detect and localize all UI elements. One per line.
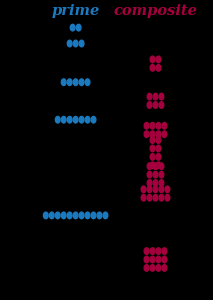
Circle shape xyxy=(79,79,84,86)
Circle shape xyxy=(70,24,75,31)
Circle shape xyxy=(73,40,78,47)
Circle shape xyxy=(153,186,158,193)
Circle shape xyxy=(162,256,167,263)
Circle shape xyxy=(159,171,164,178)
Circle shape xyxy=(162,122,167,129)
Circle shape xyxy=(103,212,108,219)
Circle shape xyxy=(73,212,78,219)
Circle shape xyxy=(150,265,155,271)
Circle shape xyxy=(150,162,155,169)
Circle shape xyxy=(85,79,90,86)
Circle shape xyxy=(156,137,161,143)
Circle shape xyxy=(55,116,60,123)
Text: composite: composite xyxy=(114,4,197,17)
Circle shape xyxy=(144,256,149,263)
Circle shape xyxy=(150,145,155,152)
Circle shape xyxy=(85,212,90,219)
Circle shape xyxy=(150,64,155,71)
Circle shape xyxy=(147,93,152,100)
Circle shape xyxy=(153,93,158,100)
Circle shape xyxy=(147,180,152,186)
Circle shape xyxy=(150,137,155,143)
Circle shape xyxy=(147,102,152,108)
Circle shape xyxy=(150,56,155,63)
Circle shape xyxy=(147,186,152,193)
Circle shape xyxy=(85,116,90,123)
Circle shape xyxy=(43,212,48,219)
Circle shape xyxy=(61,212,66,219)
Circle shape xyxy=(79,116,84,123)
Circle shape xyxy=(91,212,96,219)
Circle shape xyxy=(156,265,161,271)
Circle shape xyxy=(162,131,167,137)
Circle shape xyxy=(156,145,161,152)
Circle shape xyxy=(73,116,78,123)
Circle shape xyxy=(159,93,164,100)
Circle shape xyxy=(67,79,72,86)
Circle shape xyxy=(159,180,164,186)
Circle shape xyxy=(150,122,155,129)
Circle shape xyxy=(147,194,152,201)
Circle shape xyxy=(79,40,84,47)
Circle shape xyxy=(144,248,149,254)
Circle shape xyxy=(150,131,155,137)
Circle shape xyxy=(79,212,84,219)
Circle shape xyxy=(141,194,146,201)
Circle shape xyxy=(49,212,54,219)
Circle shape xyxy=(159,102,164,108)
Circle shape xyxy=(67,212,72,219)
Circle shape xyxy=(97,212,102,219)
Circle shape xyxy=(61,116,66,123)
Circle shape xyxy=(153,163,158,169)
Circle shape xyxy=(159,163,164,169)
Circle shape xyxy=(156,154,161,160)
Circle shape xyxy=(153,194,158,201)
Circle shape xyxy=(150,154,155,160)
Circle shape xyxy=(162,248,167,254)
Circle shape xyxy=(156,122,161,129)
Circle shape xyxy=(150,256,155,263)
Circle shape xyxy=(153,171,158,178)
Circle shape xyxy=(55,212,60,219)
Circle shape xyxy=(153,102,158,108)
Circle shape xyxy=(147,163,152,169)
Circle shape xyxy=(144,122,149,129)
Circle shape xyxy=(144,265,149,271)
Circle shape xyxy=(73,79,78,86)
Circle shape xyxy=(67,116,72,123)
Circle shape xyxy=(91,116,96,123)
Circle shape xyxy=(156,131,161,137)
Circle shape xyxy=(156,56,161,63)
Circle shape xyxy=(165,194,170,201)
Circle shape xyxy=(156,64,161,71)
Circle shape xyxy=(156,248,161,254)
Circle shape xyxy=(165,186,170,193)
Circle shape xyxy=(147,171,152,178)
Circle shape xyxy=(159,186,164,193)
Circle shape xyxy=(156,256,161,263)
Circle shape xyxy=(61,79,66,86)
Circle shape xyxy=(153,180,158,186)
Text: prime: prime xyxy=(52,4,100,17)
Circle shape xyxy=(144,131,149,137)
Circle shape xyxy=(76,24,81,31)
Circle shape xyxy=(162,265,167,271)
Circle shape xyxy=(141,186,146,193)
Circle shape xyxy=(67,40,72,47)
Circle shape xyxy=(150,248,155,254)
Circle shape xyxy=(159,194,164,201)
Circle shape xyxy=(156,162,161,169)
